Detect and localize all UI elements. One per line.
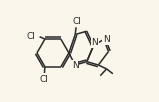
Text: N: N <box>72 60 79 70</box>
Text: N: N <box>103 35 110 44</box>
Text: N: N <box>92 38 98 47</box>
Text: Cl: Cl <box>73 17 82 26</box>
Text: Cl: Cl <box>26 32 35 41</box>
Text: Cl: Cl <box>40 75 49 84</box>
